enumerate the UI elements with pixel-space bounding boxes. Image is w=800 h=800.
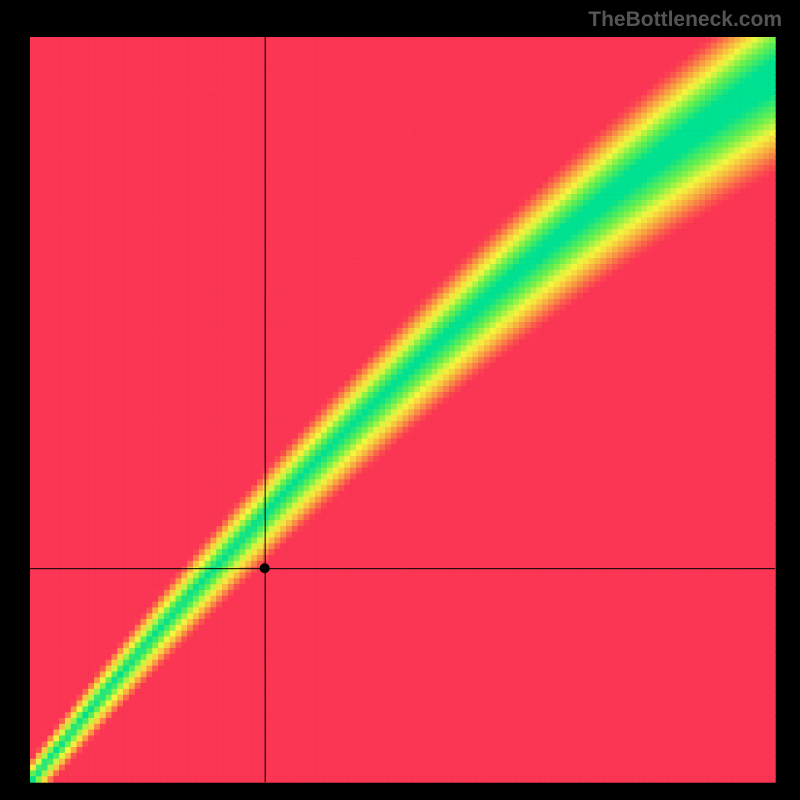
bottleneck-heatmap — [0, 0, 800, 800]
watermark-text: TheBottleneck.com — [588, 8, 782, 32]
